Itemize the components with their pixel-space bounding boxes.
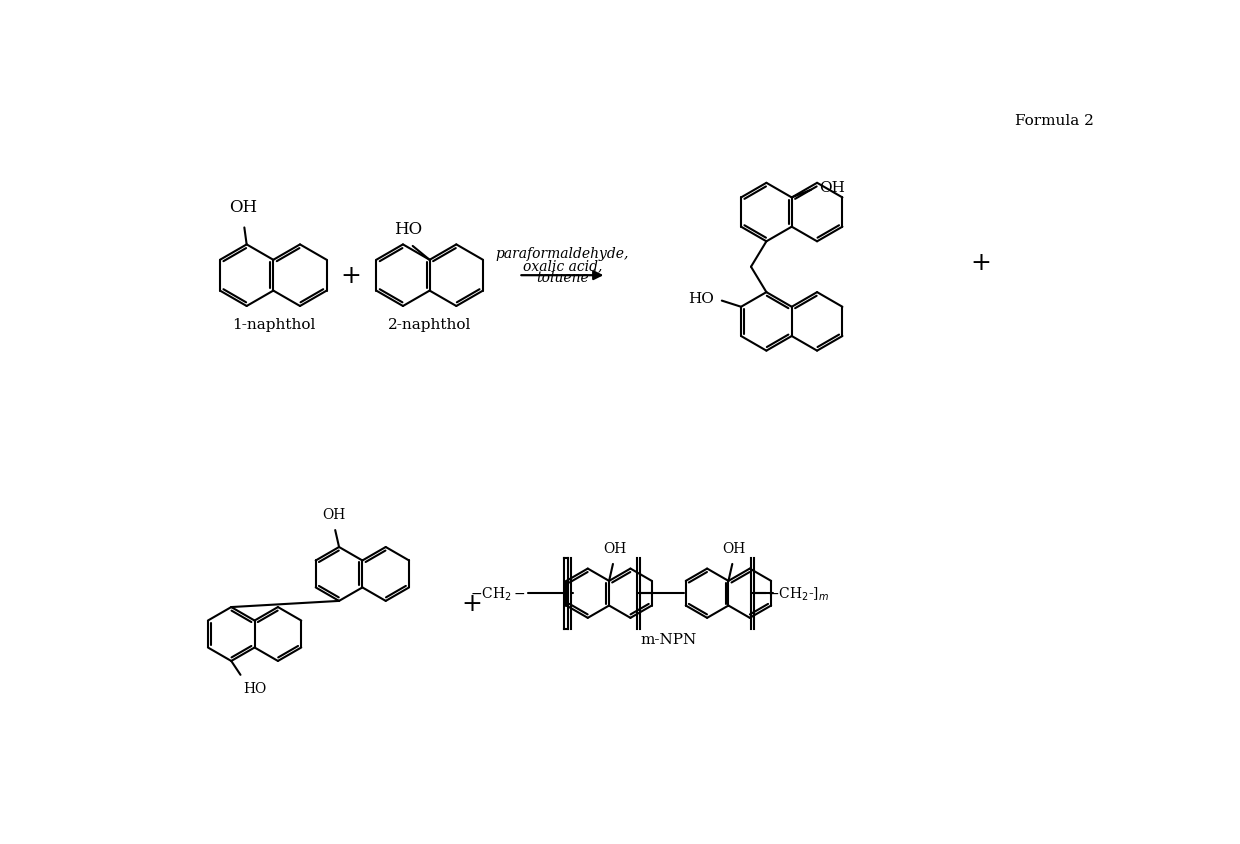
Text: 1-naphthol: 1-naphthol <box>232 317 315 332</box>
Text: +: + <box>461 592 482 615</box>
Text: $-$CH$_2-$: $-$CH$_2-$ <box>470 585 527 602</box>
Text: toluene: toluene <box>536 271 589 285</box>
Text: OH: OH <box>722 541 745 555</box>
Text: 2-naphthol: 2-naphthol <box>388 317 471 332</box>
Text: OH: OH <box>322 507 345 522</box>
Text: OH: OH <box>818 181 844 194</box>
Text: m-NPN: m-NPN <box>641 632 697 646</box>
Text: HO: HO <box>688 291 714 306</box>
Text: $-$CH$_2$-]$_m$: $-$CH$_2$-]$_m$ <box>768 585 830 602</box>
Text: oxalic acid,: oxalic acid, <box>523 259 603 273</box>
Text: +: + <box>970 251 991 275</box>
Text: HO: HO <box>243 681 267 695</box>
Text: HO: HO <box>394 220 422 237</box>
Text: paraformaldehyde,: paraformaldehyde, <box>496 246 629 261</box>
Text: Formula 2: Formula 2 <box>1014 114 1094 128</box>
Text: OH: OH <box>228 199 257 216</box>
Text: +: + <box>340 264 361 288</box>
Text: OH: OH <box>603 541 626 555</box>
